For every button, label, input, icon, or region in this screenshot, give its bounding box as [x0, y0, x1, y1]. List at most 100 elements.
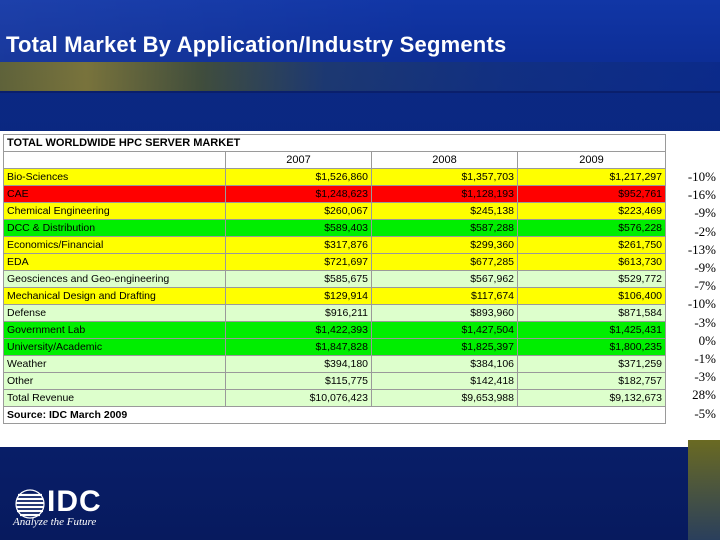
revenue-cell: $585,675 — [225, 270, 372, 288]
table-row: Weather $394,180 $384,106 $371,259 — [3, 355, 666, 373]
row-label: Economics/Financial — [3, 236, 226, 254]
revenue-cell: $916,211 — [225, 304, 372, 322]
revenue-cell: $1,248,623 — [225, 185, 372, 203]
revenue-cell: $677,285 — [371, 253, 518, 271]
revenue-cell: $613,730 — [517, 253, 666, 271]
revenue-cell: $182,757 — [517, 372, 666, 390]
column-header: 2007 — [225, 151, 372, 169]
row-label: Total Revenue — [3, 389, 226, 407]
revenue-cell: $394,180 — [225, 355, 372, 373]
revenue-cell: $129,914 — [225, 287, 372, 305]
decorative-accent — [688, 440, 720, 540]
revenue-cell: $721,697 — [225, 253, 372, 271]
percent-change: -13% — [687, 241, 716, 257]
row-label: Government Lab — [3, 321, 226, 339]
row-label: Other — [3, 372, 226, 390]
revenue-cell: $952,761 — [517, 185, 666, 203]
row-label: University/Academic — [3, 338, 226, 356]
table-row: Other $115,775 $142,418 $182,757 — [3, 372, 666, 390]
source-row: Source: IDC March 2009 — [3, 406, 666, 424]
row-label: DCC & Distribution — [3, 219, 226, 237]
logo-text: IDC — [47, 485, 102, 518]
idc-globe-logo-icon — [15, 489, 45, 519]
row-label: Defense — [3, 304, 226, 322]
percent-change: -10% — [687, 169, 716, 184]
percent-change: -1% — [694, 351, 716, 366]
revenue-cell: $529,772 — [517, 270, 666, 288]
table-row: Government Lab $1,422,393 $1,427,504 $1,425… — [3, 321, 666, 339]
table-row: DCC & Distribution $589,403 $587,288 $576,2… — [3, 219, 666, 237]
table-panel: TOTAL WORLDWIDE HPC SERVER MARKET 2007 2… — [0, 131, 668, 447]
revenue-cell: $1,357,703 — [371, 168, 518, 186]
revenue-cell: $893,960 — [371, 304, 518, 322]
percent-change: -5% — [694, 405, 716, 421]
revenue-cell: $1,847,828 — [225, 338, 372, 356]
slide-title: Total Market By Application/Industry Seg… — [6, 32, 507, 57]
percent-change: -3% — [694, 314, 716, 330]
revenue-cell: $223,469 — [517, 202, 666, 220]
revenue-cell: $384,106 — [371, 355, 518, 373]
row-label: CAE — [3, 185, 226, 203]
table-row: Economics/Financial $317,876 $299,360 $261,… — [3, 236, 666, 254]
percent-change: 0% — [698, 332, 716, 348]
revenue-cell: $1,128,193 — [371, 185, 518, 203]
table-row: Chemical Engineering $260,067 $245,138 $223… — [3, 202, 666, 220]
revenue-cell: $261,750 — [517, 236, 666, 254]
row-label: Geosciences and Geo-engineering — [3, 270, 226, 288]
revenue-cell: $9,132,673 — [517, 389, 666, 407]
revenue-cell: $1,526,860 — [225, 168, 372, 186]
revenue-cell: $142,418 — [371, 372, 518, 390]
stripe-divider — [0, 91, 720, 93]
table-row: University/Academic $1,847,828 $1,825,397 $… — [3, 338, 666, 356]
revenue-cell: $871,584 — [517, 304, 666, 322]
revenue-cell: $106,400 — [517, 287, 666, 305]
revenue-cell: $299,360 — [371, 236, 518, 254]
percent-change: -7% — [694, 278, 716, 294]
table-row: Total Revenue $10,076,423 $9,653,988 $9,132… — [3, 389, 666, 407]
percent-change: -10% — [687, 296, 716, 312]
table-row: CAE $1,248,623 $1,128,193 $952,761 — [3, 185, 666, 203]
revenue-cell: $1,800,235 — [517, 338, 666, 356]
revenue-cell: $317,876 — [225, 236, 372, 254]
table-row: EDA $721,697 $677,285 $613,730 — [3, 253, 666, 271]
revenue-cell: $117,674 — [371, 287, 518, 305]
percent-change: 28% — [692, 387, 716, 403]
percent-change: -2% — [694, 223, 716, 239]
source-note: Source: IDC March 2009 — [3, 406, 666, 424]
revenue-cell: $10,076,423 — [225, 389, 372, 407]
percent-change: -9% — [694, 205, 716, 221]
revenue-cell: $115,775 — [225, 372, 372, 390]
row-label: Chemical Engineering — [3, 202, 226, 220]
revenue-cell: $1,217,297 — [517, 168, 666, 186]
row-label: Mechanical Design and Drafting — [3, 287, 226, 305]
table-row: Mechanical Design and Drafting $129,914 $1… — [3, 287, 666, 305]
percent-change: -3% — [694, 369, 716, 385]
revenue-cell: $1,825,397 — [371, 338, 518, 356]
revenue-cell: $1,427,504 — [371, 321, 518, 339]
revenue-cell: $260,067 — [225, 202, 372, 220]
revenue-cell: $587,288 — [371, 219, 518, 237]
column-header: 2008 — [371, 151, 518, 169]
column-header: 2009 — [517, 151, 666, 169]
decorative-stripe — [0, 62, 720, 92]
revenue-cell: $245,138 — [371, 202, 518, 220]
row-label: EDA — [3, 253, 226, 271]
table-row: Geosciences and Geo-engineering $585,675 $… — [3, 270, 666, 288]
table-row: Defense $916,211 $893,960 $871,584 — [3, 304, 666, 322]
revenue-cell: $1,422,393 — [225, 321, 372, 339]
change-panel: -10% -16% -9% -2% -13% -9% -7% -10% -3% 0% -1% -3% 2… — [668, 131, 720, 447]
logo-tagline: Analyze the Future — [13, 516, 97, 528]
revenue-cell: $371,259 — [517, 355, 666, 373]
table-row: Bio-Sciences $1,526,860 $1,357,703 $1,217,2… — [3, 168, 666, 186]
revenue-cell: $567,962 — [371, 270, 518, 288]
revenue-cell: $1,425,431 — [517, 321, 666, 339]
hpc-market-table: TOTAL WORLDWIDE HPC SERVER MARKET 2007 2… — [3, 134, 666, 424]
row-label: Weather — [3, 355, 226, 373]
percent-change: -9% — [694, 260, 716, 275]
percent-change: -16% — [687, 187, 716, 203]
table-title: TOTAL WORLDWIDE HPC SERVER MARKET — [3, 134, 666, 152]
revenue-cell: $9,653,988 — [371, 389, 518, 407]
revenue-cell: $576,228 — [517, 219, 666, 237]
revenue-cell: $589,403 — [225, 219, 372, 237]
row-label: Bio-Sciences — [3, 168, 226, 186]
